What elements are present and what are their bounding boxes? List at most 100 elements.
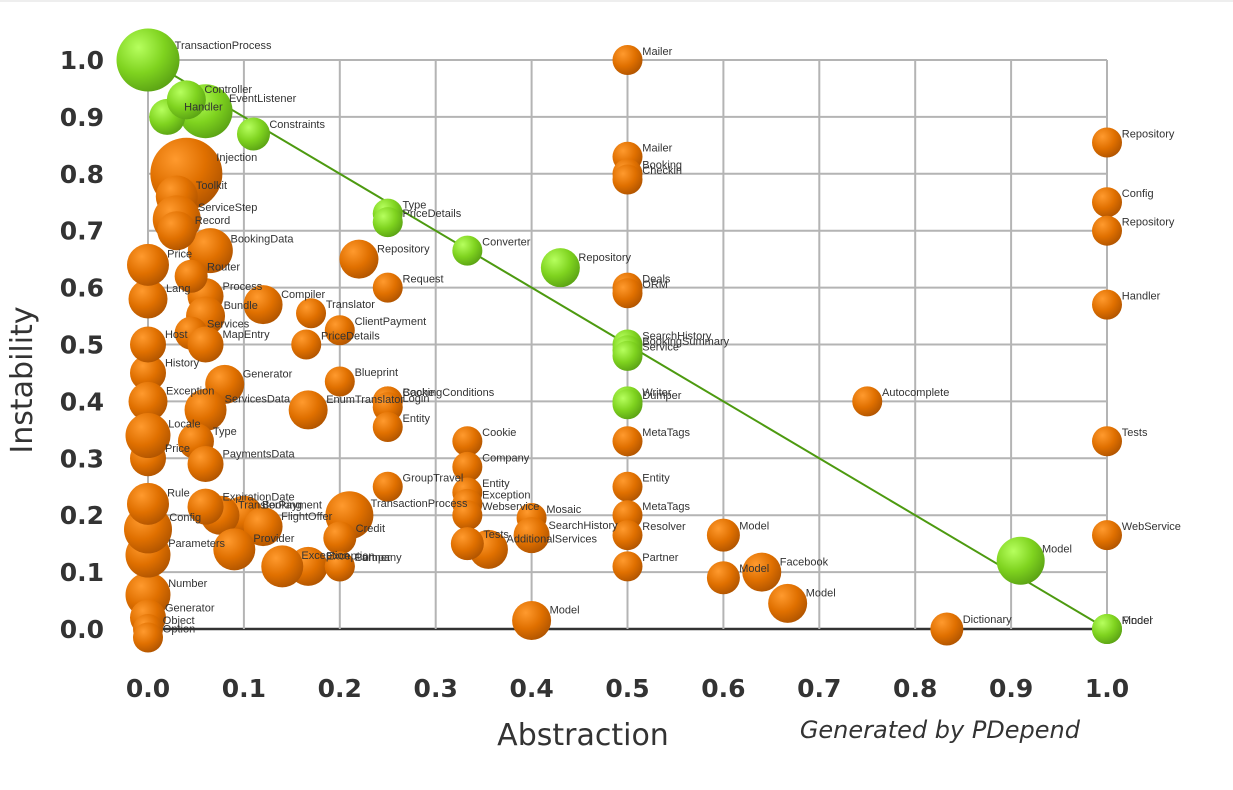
package-label: Record bbox=[195, 215, 230, 227]
package-label: Generator bbox=[243, 369, 293, 381]
package-bubble bbox=[612, 520, 643, 551]
package-label: Config bbox=[1122, 188, 1154, 200]
package-bubble bbox=[612, 164, 643, 195]
y-tick-label: 0.6 bbox=[60, 274, 104, 303]
package-bubble bbox=[130, 354, 166, 391]
x-tick-label: 0.3 bbox=[414, 674, 458, 703]
package-bubble bbox=[612, 389, 643, 420]
package-label: Mosaic bbox=[546, 504, 581, 516]
y-tick-label: 0.8 bbox=[60, 160, 104, 189]
package-label: ServicesData bbox=[225, 394, 291, 406]
package-bubble bbox=[127, 243, 169, 286]
package-label: PriceDetails bbox=[321, 330, 380, 342]
package-label: Number bbox=[168, 578, 207, 590]
package-label: Price bbox=[165, 443, 190, 455]
package-bubble bbox=[540, 248, 580, 288]
package-label: Bundle bbox=[224, 300, 258, 312]
package-label: History bbox=[165, 358, 200, 370]
package-label: TransactionProcess bbox=[175, 40, 272, 52]
package-bubble bbox=[1092, 215, 1122, 246]
package-bubble bbox=[452, 451, 483, 482]
package-label: Handler bbox=[1122, 290, 1161, 302]
package-label: Constraints bbox=[269, 119, 325, 131]
package-bubble bbox=[768, 583, 808, 623]
package-label: Translator bbox=[326, 299, 375, 311]
package-label: Rule bbox=[167, 487, 190, 499]
package-bubble bbox=[128, 279, 168, 319]
package-bubble bbox=[130, 326, 166, 363]
package-label: BookingSummary bbox=[642, 336, 729, 348]
package-bubble bbox=[706, 518, 740, 552]
package-bubble bbox=[243, 507, 283, 547]
package-label: Finder bbox=[1122, 615, 1154, 627]
package-label: Booking bbox=[642, 160, 682, 172]
package-label: Option bbox=[163, 623, 195, 635]
package-bubble bbox=[174, 259, 208, 293]
package-label: Type bbox=[403, 199, 427, 211]
x-tick-label: 0.8 bbox=[893, 674, 937, 703]
y-tick-label: 0.4 bbox=[60, 387, 104, 416]
package-label: GroupTravel bbox=[403, 473, 464, 485]
package-label: MetaTags bbox=[642, 501, 690, 513]
package-label: Model bbox=[1122, 615, 1152, 627]
package-label: Partner bbox=[355, 552, 391, 564]
package-label: Resolver bbox=[642, 521, 686, 533]
package-label: Injection bbox=[216, 152, 257, 164]
package-bubble bbox=[243, 285, 283, 325]
package-label: Handler bbox=[184, 102, 223, 114]
package-label: Router bbox=[207, 261, 240, 273]
package-label: Dictionary bbox=[963, 614, 1012, 626]
package-bubble bbox=[742, 552, 782, 592]
package-label: Autocomplete bbox=[882, 387, 949, 399]
x-tick-label: 0.1 bbox=[222, 674, 266, 703]
package-bubble bbox=[513, 517, 550, 554]
x-tick-label: 1.0 bbox=[1085, 674, 1129, 703]
tick-labels: 0.0 0.1 0.2 0.3 0.4 0.5 0.6 0.7 0.8 0.9 1.0 0.0 0.1 0… bbox=[60, 46, 1129, 703]
package-label: Deals bbox=[642, 273, 671, 285]
package-label: Model bbox=[806, 588, 836, 600]
package-label: Mailer bbox=[642, 46, 672, 58]
package-bubble bbox=[288, 390, 328, 430]
package-label: Mailer bbox=[642, 142, 672, 154]
package-bubble bbox=[372, 412, 403, 443]
package-label: Credit bbox=[356, 523, 385, 535]
package-bubble bbox=[184, 388, 227, 431]
package-label: Company bbox=[355, 552, 403, 564]
package-label: Config bbox=[169, 512, 201, 524]
package-label: ORM bbox=[642, 279, 668, 291]
package-bubble bbox=[323, 521, 357, 555]
package-label: Price bbox=[167, 248, 192, 260]
package-label: Compiler bbox=[281, 289, 325, 301]
x-tick-label: 0.4 bbox=[509, 674, 553, 703]
x-tick-label: 0.0 bbox=[126, 674, 170, 703]
package-bubble bbox=[706, 561, 740, 595]
package-label: TransferPayment bbox=[238, 499, 322, 511]
package-bubble bbox=[930, 612, 964, 646]
package-bubble bbox=[1092, 614, 1122, 644]
y-tick-label: 0.7 bbox=[60, 217, 104, 246]
package-label: PriceDetails bbox=[403, 208, 462, 220]
package-bubble bbox=[450, 527, 484, 561]
x-tick-label: 0.5 bbox=[605, 674, 649, 703]
package-bubble bbox=[187, 445, 224, 482]
package-bubble bbox=[324, 315, 355, 346]
package-label: Request bbox=[403, 273, 444, 285]
package-label: EnumTranslator bbox=[326, 394, 404, 406]
generator-credit: Generated by PDepend bbox=[800, 716, 1081, 744]
package-label: Partner bbox=[642, 552, 678, 564]
package-label: Lang bbox=[166, 283, 190, 295]
point-labels: MailerMailerBookingCheckinRepositoryConf… bbox=[163, 40, 1181, 635]
y-tick-label: 0.2 bbox=[60, 501, 104, 530]
package-label: Tests bbox=[1122, 427, 1148, 439]
package-label: ClientPayment bbox=[355, 316, 427, 328]
package-label: TransactionProcess bbox=[371, 498, 468, 510]
package-bubble bbox=[324, 551, 355, 582]
package-bubble bbox=[996, 536, 1045, 585]
package-bubble bbox=[1092, 127, 1122, 158]
package-label: Locale bbox=[168, 419, 200, 431]
x-tick-label: 0.7 bbox=[797, 674, 841, 703]
package-label: Type bbox=[213, 426, 237, 438]
package-bubble bbox=[125, 413, 171, 459]
